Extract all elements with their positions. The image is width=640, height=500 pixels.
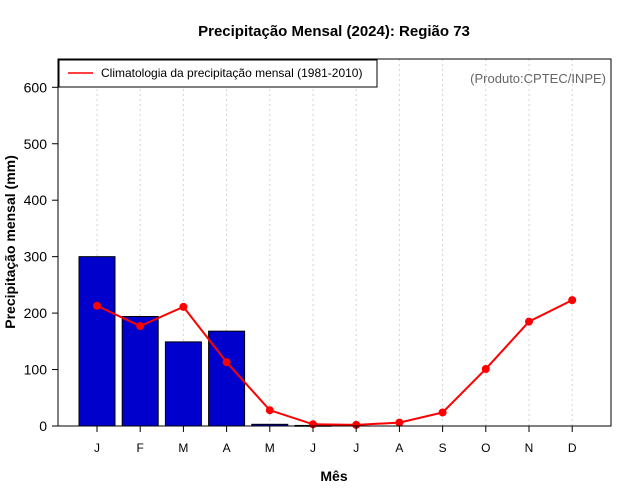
climatology-point [395,418,404,427]
y-axis: 0 100 200 300 400 500 600 [24,79,58,434]
climatology-series [93,296,577,429]
x-tick-label: M [265,441,275,455]
x-tick-label: J [353,441,359,455]
climatology-point [568,296,577,305]
climatology-point [222,358,231,367]
x-tick-label: A [223,441,231,455]
legend-label-climatology: Climatologia da precipitação mensal (198… [101,66,362,80]
climatology-point [352,420,361,429]
climatology-point [93,301,101,310]
legend: Climatologia da precipitação mensal (198… [58,59,378,88]
y-axis-label: Precipitação mensal (mm) [2,155,18,329]
y-tick-label: 600 [24,79,48,95]
bar [208,330,246,427]
climatology-point [525,317,533,326]
x-tick-label: D [568,441,577,455]
y-tick-label: 100 [24,362,48,378]
bar [121,315,159,427]
x-tick-label: J [94,441,100,455]
climatology-point [481,364,490,373]
x-tick-label: M [178,441,188,455]
y-tick-label: 500 [24,136,48,152]
bars [78,256,332,427]
legend-box [58,59,378,88]
x-tick-label: N [525,441,534,455]
climatology-point [179,302,188,311]
climatology-point [438,408,447,417]
climatology-point [265,406,274,415]
x-tick-label: F [137,441,144,455]
x-tick-label: S [439,441,447,455]
chart-title: Precipitação Mensal (2024): Região 73 [198,23,470,40]
y-tick-label: 0 [39,418,47,434]
x-tick-label: A [395,441,403,455]
y-tick-label: 400 [24,192,48,208]
climatology-point [136,322,145,331]
climatology-line [96,299,573,426]
source-annotation: (Produto:CPTEC/INPE) [470,71,606,86]
y-tick-label: 200 [24,305,48,321]
y-tick-label: 300 [24,249,48,265]
x-axis-label: Mês [320,468,347,484]
bar [164,341,202,427]
plot-frame [57,58,612,427]
x-tick-label: J [310,441,316,455]
bar [78,256,116,427]
x-tick-label: O [481,441,490,455]
